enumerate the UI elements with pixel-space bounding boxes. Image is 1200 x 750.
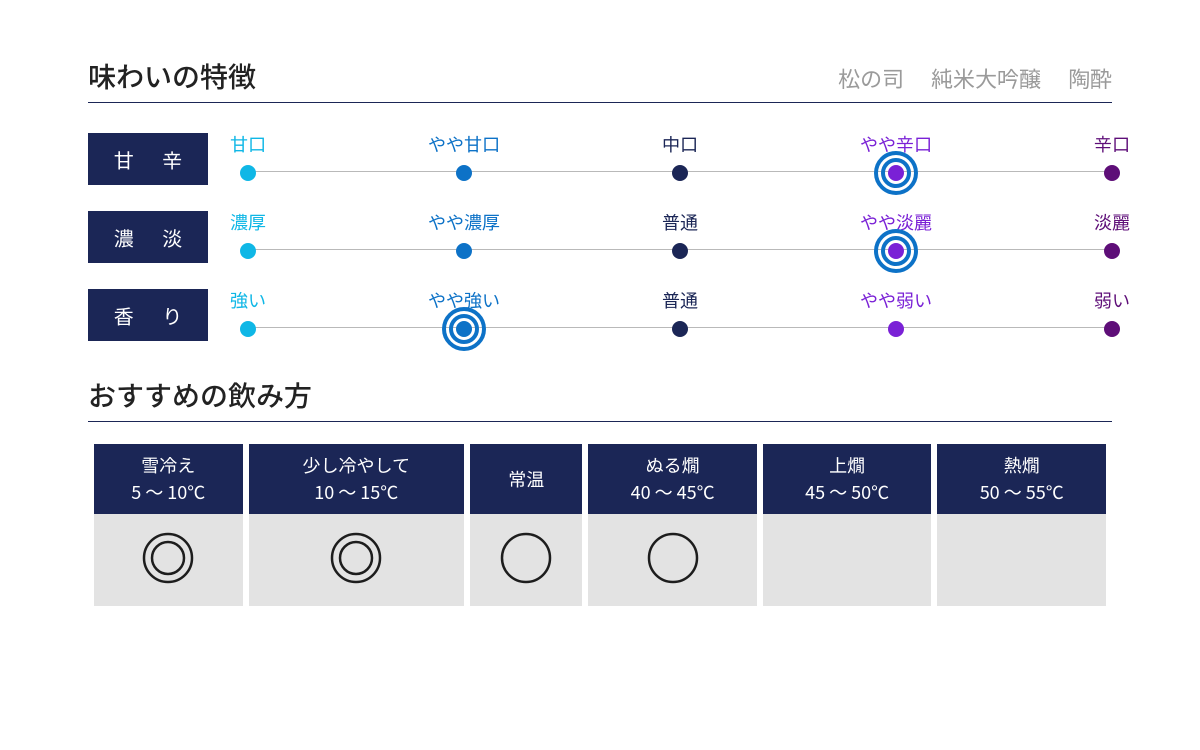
serving-header: おすすめの飲み方 — [88, 375, 1112, 422]
serving-cell — [249, 514, 465, 606]
serving-column-header: ぬる燗40 〜 45℃ — [588, 444, 757, 514]
scale-point-dot — [1104, 165, 1120, 181]
scale-point-dot — [672, 321, 688, 337]
scale-point-dot — [1104, 321, 1120, 337]
scale-point-dot — [888, 165, 904, 181]
taste-header: 味わいの特徴 松の司 純米大吟醸 陶酔 — [88, 56, 1112, 103]
scale-point: 淡麗 — [1062, 209, 1162, 259]
scale-point-label: やや濃厚 — [428, 209, 500, 235]
scale-point: やや淡麗 — [846, 209, 946, 259]
serving-cell — [588, 514, 757, 606]
serving-cell — [470, 514, 582, 606]
taste-title: 味わいの特徴 — [88, 56, 256, 96]
serving-header-row: 雪冷え5 〜 10℃少し冷やして10 〜 15℃常温ぬる燗40 〜 45℃上燗4… — [94, 444, 1106, 514]
scale-point-label: 弱い — [1094, 287, 1130, 313]
product-name: 松の司 純米大吟醸 陶酔 — [816, 62, 1112, 94]
scale-point-dot — [240, 321, 256, 337]
scale-point: やや濃厚 — [414, 209, 514, 259]
scale-label: 濃 淡 — [88, 211, 208, 263]
serving-body-row — [94, 514, 1106, 606]
scale-point-label: 中口 — [662, 131, 698, 157]
scale-point-dot — [672, 243, 688, 259]
scale-point-dot — [240, 243, 256, 259]
scale-track: 甘口やや甘口中口やや辛口辛口 — [248, 131, 1112, 187]
scale-point-label: やや弱い — [860, 287, 932, 313]
serving-section: おすすめの飲み方 雪冷え5 〜 10℃少し冷やして10 〜 15℃常温ぬる燗40… — [88, 375, 1112, 606]
scales-container: 甘 辛甘口やや甘口中口やや辛口辛口濃 淡濃厚やや濃厚普通やや淡麗淡麗香 り強いや… — [88, 131, 1112, 343]
scale-point-dot — [456, 243, 472, 259]
scale-point: やや辛口 — [846, 131, 946, 181]
serving-column-header: 熱燗50 〜 55℃ — [937, 444, 1106, 514]
selection-ring-outer-icon — [874, 151, 918, 195]
serving-column-header: 常温 — [470, 444, 582, 514]
scale-point: 濃厚 — [198, 209, 298, 259]
scale-point-label: 淡麗 — [1094, 209, 1130, 235]
scale-point-dot — [1104, 243, 1120, 259]
scale-point-dot — [672, 165, 688, 181]
scale-label: 甘 辛 — [88, 133, 208, 185]
serving-column-header: 上燗45 〜 50℃ — [763, 444, 932, 514]
double-circle-icon — [328, 530, 384, 586]
circle-icon — [498, 530, 554, 586]
serving-column-header: 少し冷やして10 〜 15℃ — [249, 444, 465, 514]
scale-point-dot — [456, 321, 472, 337]
scale-point-label: やや甘口 — [428, 131, 500, 157]
scale-point: 弱い — [1062, 287, 1162, 337]
serving-cell — [937, 514, 1106, 606]
serving-title: おすすめの飲み方 — [88, 375, 1112, 415]
scale-point-label: 強い — [230, 287, 266, 313]
scale-point: やや強い — [414, 287, 514, 337]
serving-cell — [94, 514, 243, 606]
scale-point-label: 普通 — [662, 209, 698, 235]
selection-ring-outer-icon — [442, 307, 486, 351]
scale-point: 強い — [198, 287, 298, 337]
scale-point-dot — [888, 243, 904, 259]
scale-point: やや弱い — [846, 287, 946, 337]
scale-point-dot — [888, 321, 904, 337]
serving-table: 雪冷え5 〜 10℃少し冷やして10 〜 15℃常温ぬる燗40 〜 45℃上燗4… — [88, 444, 1112, 606]
scale-point: 辛口 — [1062, 131, 1162, 181]
circle-icon — [645, 530, 701, 586]
scale-row: 濃 淡濃厚やや濃厚普通やや淡麗淡麗 — [88, 209, 1112, 265]
scale-point-label: 辛口 — [1094, 131, 1130, 157]
scale-row: 香 り強いやや強い普通やや弱い弱い — [88, 287, 1112, 343]
scale-point-dot — [240, 165, 256, 181]
scale-track: 強いやや強い普通やや弱い弱い — [248, 287, 1112, 343]
serving-column-header: 雪冷え5 〜 10℃ — [94, 444, 243, 514]
scale-point: やや甘口 — [414, 131, 514, 181]
scale-point: 中口 — [630, 131, 730, 181]
scale-point: 普通 — [630, 287, 730, 337]
scale-point-dot — [456, 165, 472, 181]
scale-point-label: 濃厚 — [230, 209, 266, 235]
double-circle-icon — [140, 530, 196, 586]
scale-row: 甘 辛甘口やや甘口中口やや辛口辛口 — [88, 131, 1112, 187]
scale-label: 香 り — [88, 289, 208, 341]
scale-point-label: 普通 — [662, 287, 698, 313]
scale-point-label: 甘口 — [230, 131, 266, 157]
scale-point: 普通 — [630, 209, 730, 259]
scale-track: 濃厚やや濃厚普通やや淡麗淡麗 — [248, 209, 1112, 265]
serving-cell — [763, 514, 932, 606]
selection-ring-outer-icon — [874, 229, 918, 273]
scale-point: 甘口 — [198, 131, 298, 181]
